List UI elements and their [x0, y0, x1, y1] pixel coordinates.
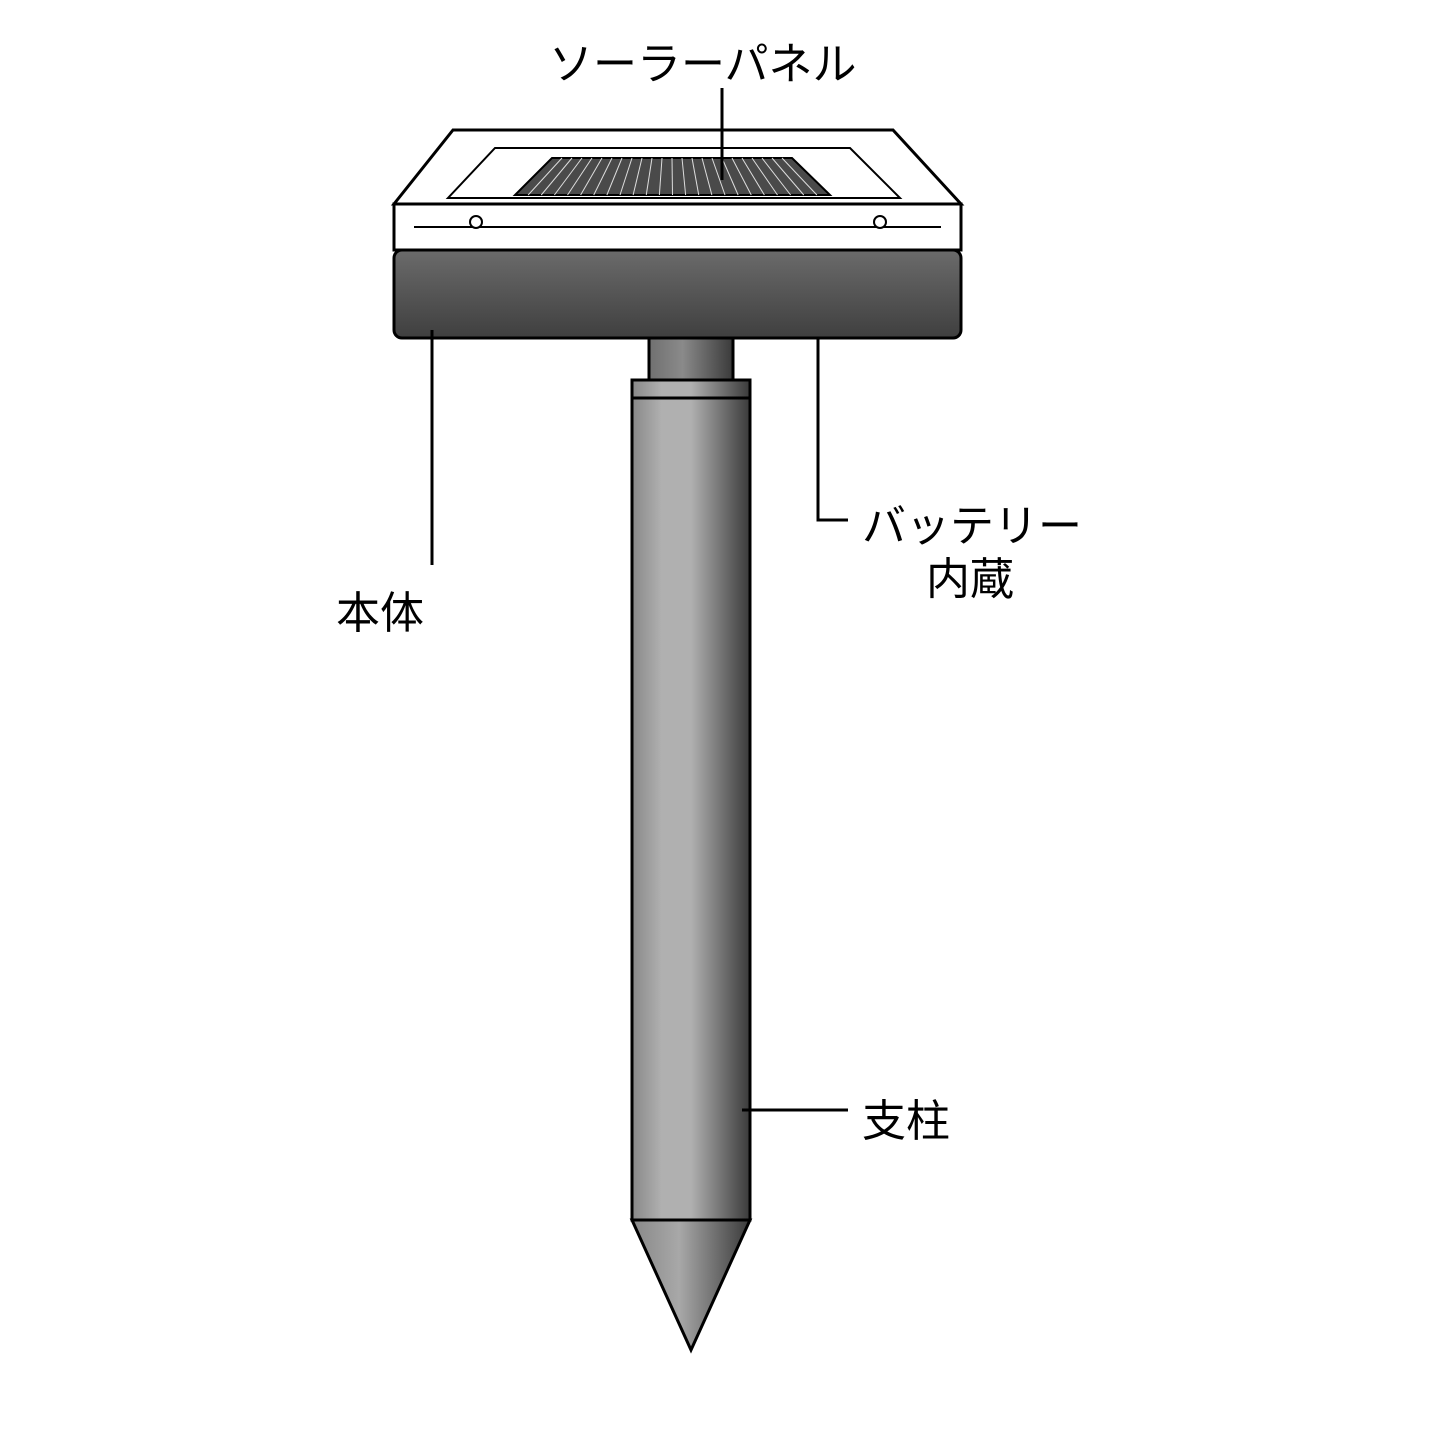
label-battery-line2: 内蔵 — [926, 543, 1014, 607]
screw-right — [874, 216, 886, 228]
screw-left — [470, 216, 482, 228]
label-body: 本体 — [336, 577, 424, 641]
diagram-stage: ソーラーパネル 本体 バッテリー 内蔵 支柱 — [0, 0, 1445, 1445]
device-pillar — [632, 380, 750, 1220]
device-neck — [649, 338, 733, 380]
label-solar-panel: ソーラーパネル — [549, 28, 857, 92]
device-illustration — [0, 0, 1445, 1445]
device-body — [394, 250, 961, 338]
device-tip — [632, 1220, 750, 1350]
label-pillar: 支柱 — [862, 1085, 950, 1149]
leader-battery — [818, 338, 848, 520]
